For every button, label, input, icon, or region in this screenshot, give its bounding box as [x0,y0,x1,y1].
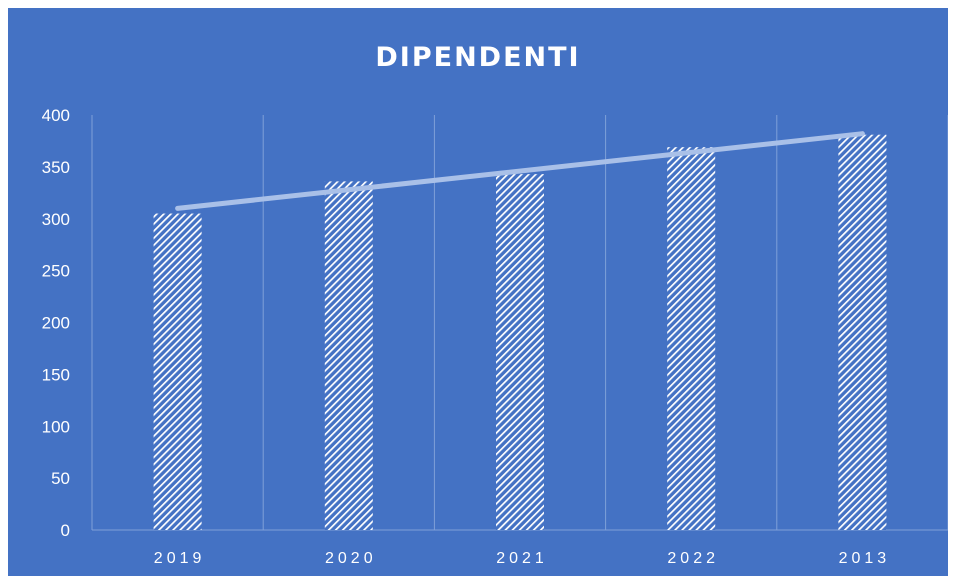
bar-2022 [667,147,716,530]
trendline [175,131,865,211]
bar-2021 [496,174,544,530]
y-tick-label: 350 [42,158,70,177]
x-tick-label: 2022 [667,550,719,567]
y-tick-label: 100 [42,417,70,436]
y-tick-label: 0 [61,521,70,540]
y-tick-label: 150 [42,365,70,384]
bar-2019 [153,213,202,530]
chart-frame: DIPENDENTI 0 50 100 150 200 250 300 350 400 2019… [8,8,948,576]
y-tick-label: 300 [42,210,70,229]
y-tick-label: 250 [42,262,70,281]
chart-plot: 0 50 100 150 200 250 300 350 400 2019 2020 2021 202… [42,106,948,567]
y-tick-label: 200 [42,314,70,333]
x-tick-label: 2021 [496,550,548,567]
bar-2013 [838,134,887,530]
chart-title: DIPENDENTI [375,42,581,73]
y-tick-label: 400 [42,106,70,125]
x-tick-label: 2020 [325,550,377,567]
y-tick-label: 50 [51,469,70,488]
bar-2020 [324,181,373,530]
x-tick-label: 2019 [154,550,206,567]
x-tick-label: 2013 [839,550,891,567]
